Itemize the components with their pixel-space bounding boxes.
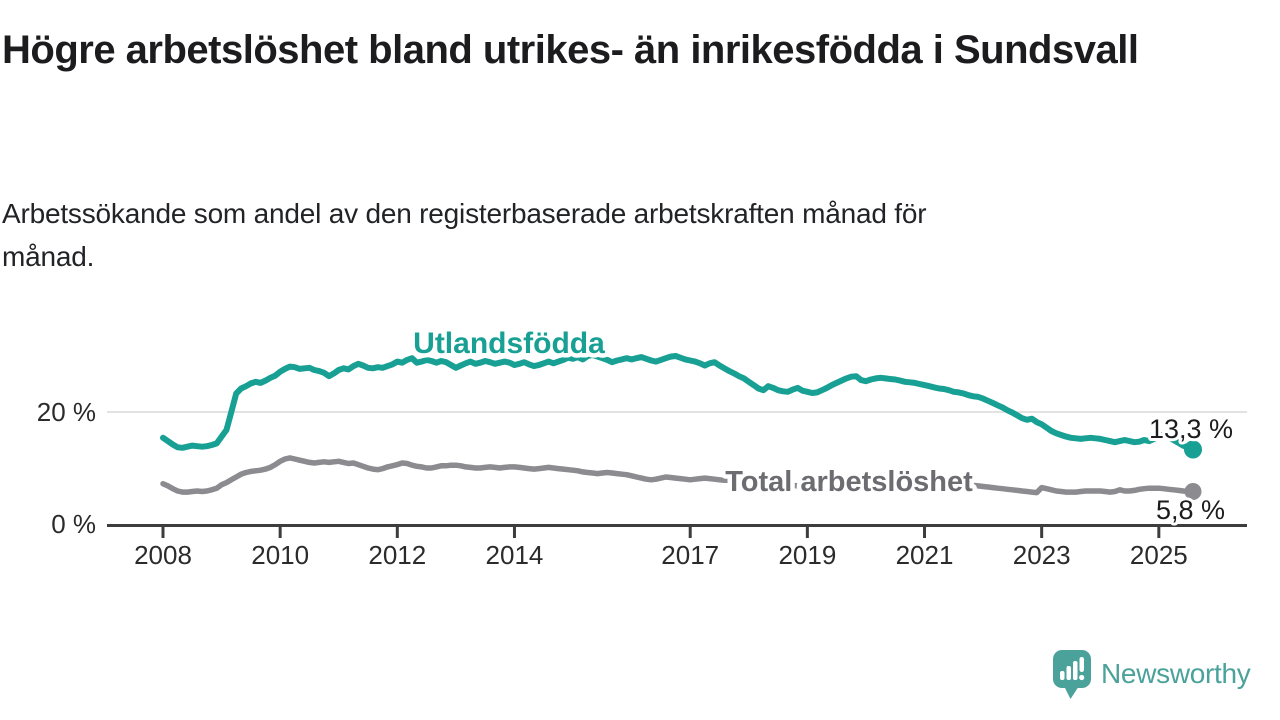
newsworthy-wordmark: Newsworthy — [1101, 658, 1251, 689]
x-tick-label: 2021 — [896, 540, 954, 570]
end-dot-total — [1184, 483, 1202, 500]
x-tick-label: 2025 — [1130, 540, 1188, 570]
speech-bubble-bar-chart-icon — [1053, 650, 1091, 699]
value-label-total: 5,8 % — [1156, 495, 1225, 525]
page-title: Högre arbetslöshet bland utrikes- än inr… — [2, 28, 1139, 72]
series-label-total: Total arbetslöshet — [725, 466, 973, 498]
series-line-total — [160, 455, 1196, 496]
end-dot-utlandsfodda — [1184, 440, 1202, 459]
x-tick-label: 2017 — [661, 540, 719, 570]
newsworthy-logo: Newsworthy — [1052, 646, 1278, 702]
x-tick-label: 2014 — [486, 540, 544, 570]
chart-subtitle: Arbetssökande som andel av den registerb… — [2, 198, 927, 273]
y-tick-label-0: 0 % — [51, 509, 96, 539]
x-tick-label: 2008 — [134, 540, 192, 570]
x-tick-label: 2019 — [778, 540, 836, 570]
x-axis-ticks: 2008 2010 2012 2014 2017 2019 2021 2023 2025 — [134, 524, 1188, 570]
value-label-utlandsfodda: 13,3 % — [1149, 414, 1233, 444]
series-label-utlandsfodda: Utlandsfödda — [413, 327, 605, 360]
x-tick-label: 2023 — [1013, 540, 1071, 570]
x-tick-label: 2010 — [251, 540, 309, 570]
series-line-utlandsfodda — [160, 351, 1196, 453]
y-tick-label-20: 20 % — [37, 397, 96, 427]
x-tick-label: 2012 — [368, 540, 426, 570]
